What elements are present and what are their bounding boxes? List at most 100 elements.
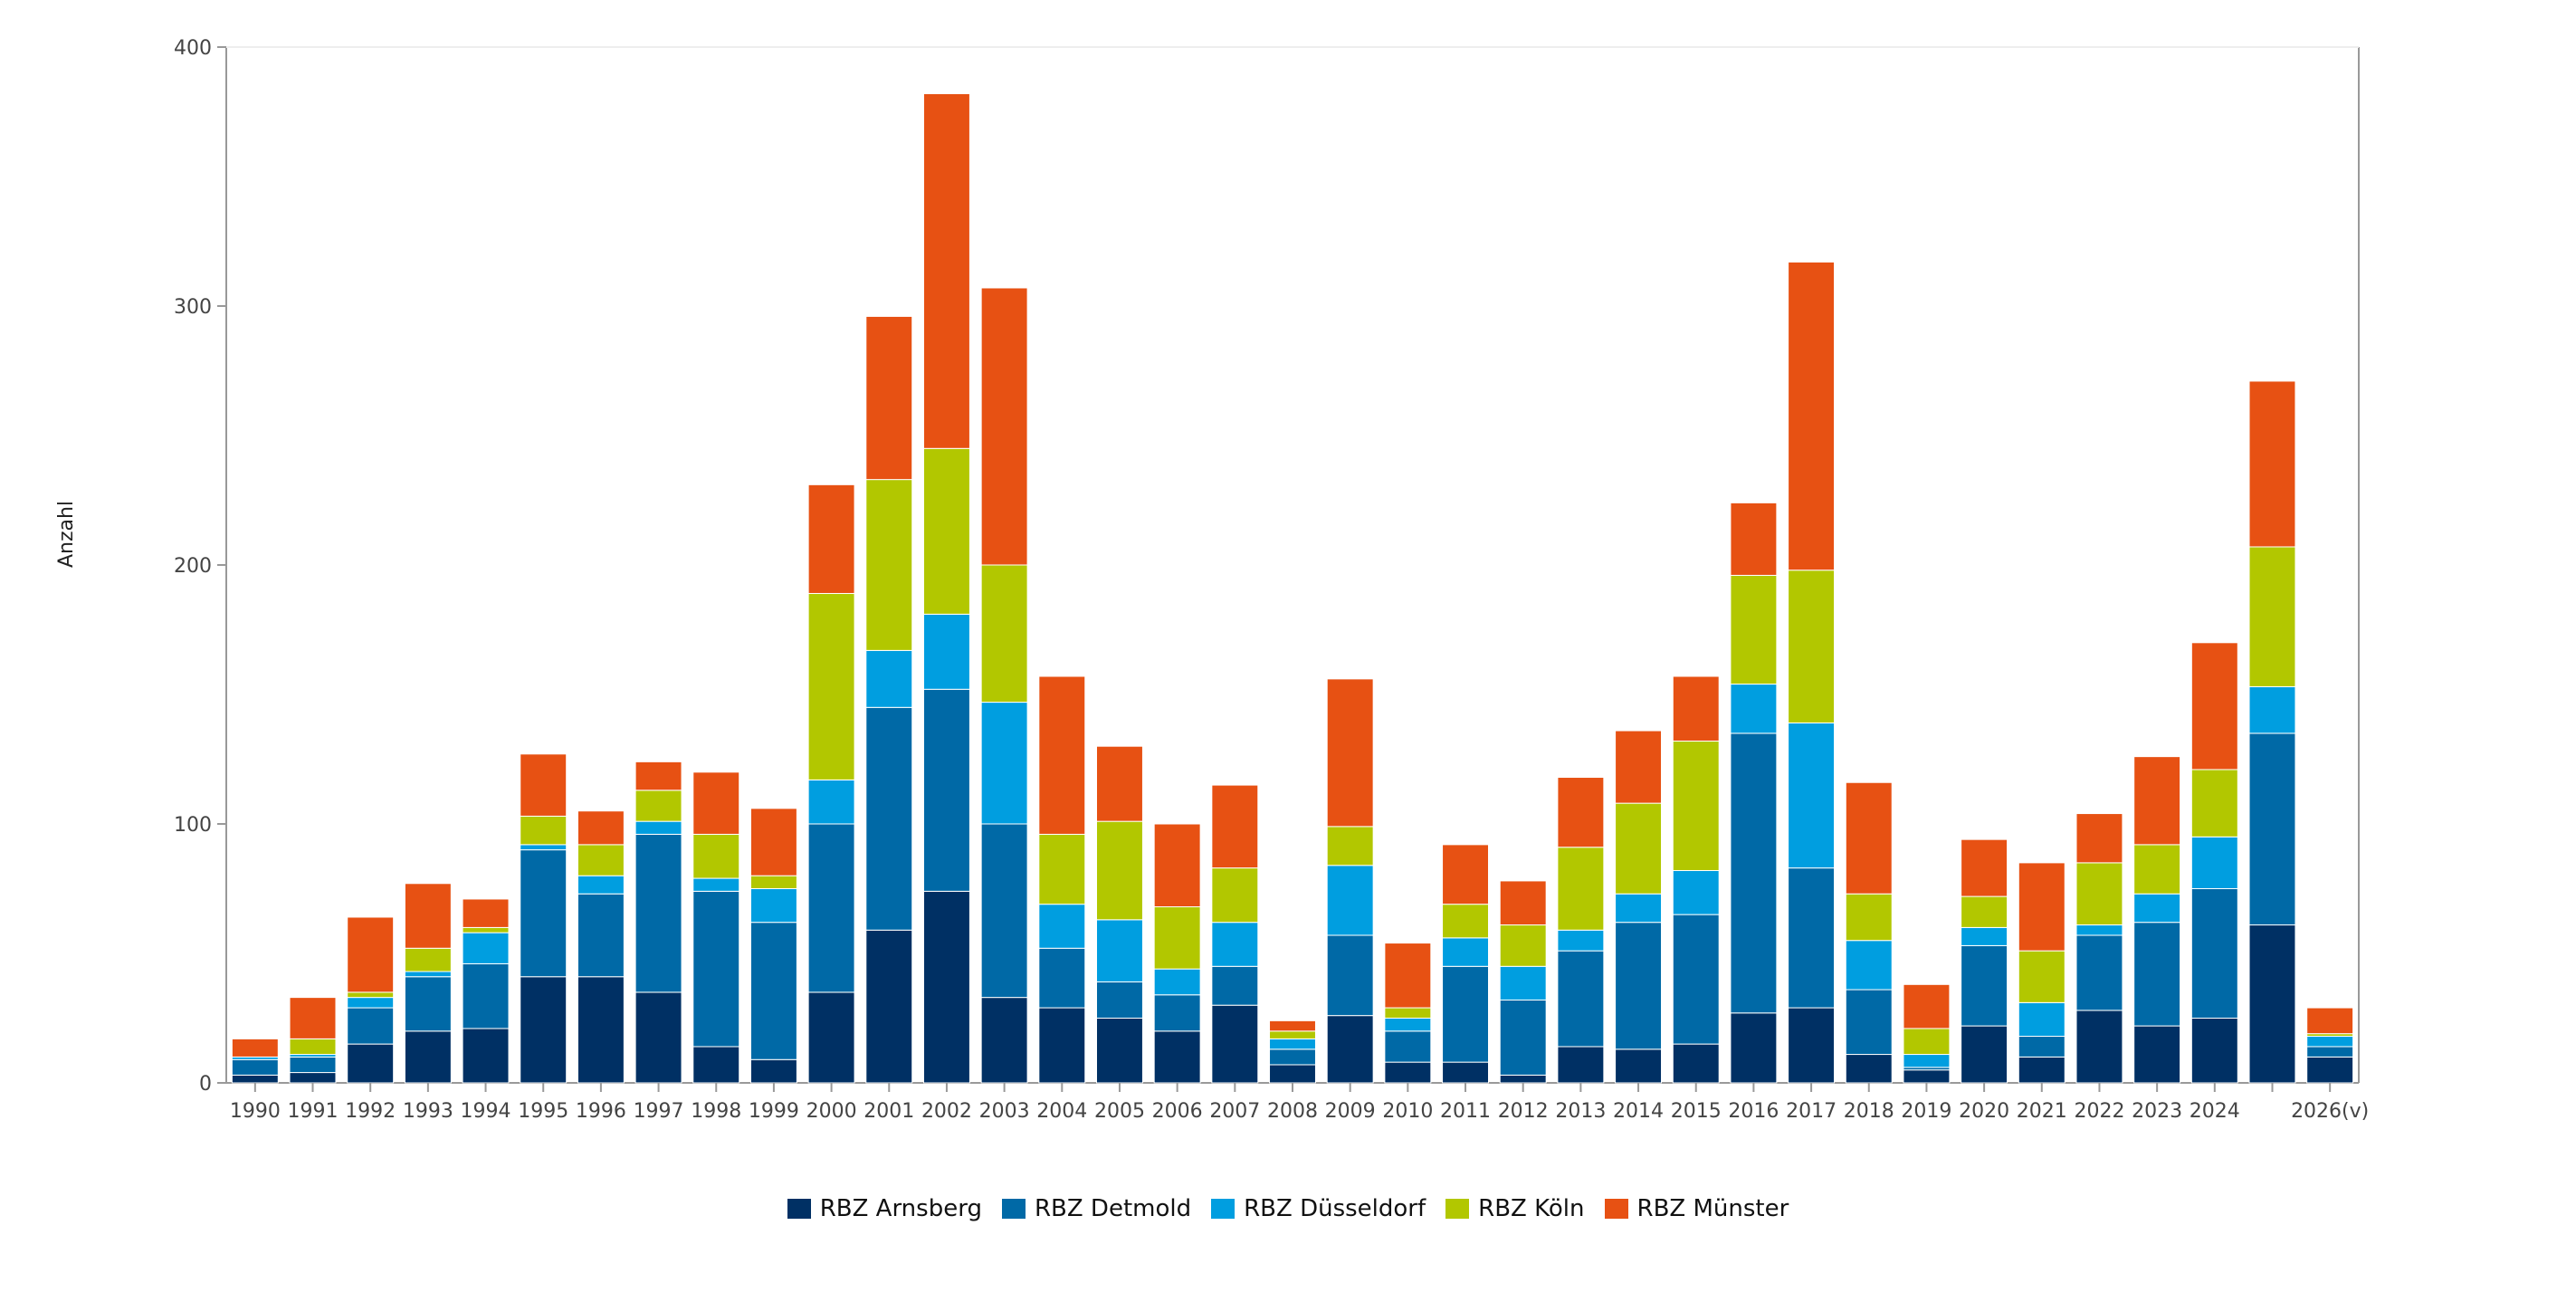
bar-segment[interactable] [1038,675,1086,835]
bar-segment[interactable] [1499,999,1547,1076]
bar-segment[interactable] [1961,926,2008,946]
bar-segment[interactable] [1557,777,1605,848]
bar-segment[interactable] [2248,924,2296,1084]
legend-item[interactable]: RBZ Münster [1604,1195,1789,1222]
bar-segment[interactable] [520,849,568,978]
bar-segment[interactable] [1096,1018,1143,1084]
bar-segment[interactable] [634,833,682,993]
bar-segment[interactable] [1615,730,1663,804]
bar-segment[interactable] [1557,929,1605,952]
bar-segment[interactable] [1788,1007,1836,1084]
bar-segment[interactable] [2133,893,2181,924]
bar-segment[interactable] [865,649,913,708]
bar-segment[interactable] [634,761,682,791]
bar-segment[interactable] [347,916,395,993]
bar-segment[interactable] [692,877,740,892]
bar-segment[interactable] [865,929,913,1084]
bar-segment[interactable] [1499,924,1547,967]
bar-segment[interactable] [1153,823,1201,908]
bar-segment[interactable] [1845,1054,1893,1084]
bar-segment[interactable] [865,479,913,651]
bar-segment[interactable] [1442,937,1489,967]
bar-segment[interactable] [692,890,740,1048]
bar-segment[interactable] [692,771,740,835]
bar-segment[interactable] [404,971,452,978]
bar-segment[interactable] [1269,1030,1316,1039]
bar-segment[interactable] [2018,1036,2066,1058]
bar-segment[interactable] [980,997,1028,1084]
bar-segment[interactable] [347,1043,395,1084]
bar-segment[interactable] [1788,867,1836,1009]
bar-segment[interactable] [922,613,970,690]
bar-segment[interactable] [1730,574,1778,685]
bar-segment[interactable] [1788,261,1836,571]
bar-segment[interactable] [1153,906,1201,970]
bar-segment[interactable] [807,779,855,825]
bar-segment[interactable] [2248,546,2296,687]
bar-segment[interactable] [1903,983,1951,1029]
bar-segment[interactable] [749,875,797,890]
bar-segment[interactable] [1672,1043,1720,1084]
bar-segment[interactable] [347,1007,395,1045]
bar-segment[interactable] [1326,678,1374,828]
bar-segment[interactable] [404,1030,452,1084]
bar-segment[interactable] [1557,847,1605,931]
bar-segment[interactable] [1672,869,1720,915]
bar-segment[interactable] [2133,1025,2181,1084]
bar-segment[interactable] [289,1038,337,1056]
bar-segment[interactable] [347,997,395,1009]
bar-segment[interactable] [1038,904,1086,949]
bar-segment[interactable] [1730,502,1778,576]
bar-segment[interactable] [2306,1046,2354,1058]
bar-segment[interactable] [1672,675,1720,742]
bar-segment[interactable] [2190,1018,2238,1084]
bar-segment[interactable] [2248,380,2296,548]
bar-segment[interactable] [1211,784,1259,869]
bar-segment[interactable] [289,1056,337,1074]
bar-segment[interactable] [2018,950,2066,1003]
bar-segment[interactable] [1615,893,1663,924]
bar-segment[interactable] [520,976,568,1084]
bar-segment[interactable] [980,702,1028,825]
bar-segment[interactable] [1269,1038,1316,1050]
bar-segment[interactable] [1557,1046,1605,1084]
bar-segment[interactable] [807,592,855,780]
bar-segment[interactable] [2190,769,2238,838]
bar-segment[interactable] [1615,802,1663,895]
bar-segment[interactable] [1499,1074,1547,1084]
bar-segment[interactable] [1845,940,1893,991]
bar-segment[interactable] [1730,1012,1778,1084]
bar-segment[interactable] [347,991,395,999]
bar-segment[interactable] [1903,1028,1951,1056]
bar-segment[interactable] [2190,642,2238,771]
bar-segment[interactable] [404,947,452,972]
bar-segment[interactable] [520,844,568,851]
legend-item[interactable]: RBZ Köln [1445,1195,1585,1222]
bar-segment[interactable] [922,688,970,892]
bar-segment[interactable] [1384,1061,1432,1084]
bar-segment[interactable] [462,898,510,928]
bar-segment[interactable] [404,976,452,1032]
bar-segment[interactable] [231,1038,279,1058]
bar-segment[interactable] [980,564,1028,704]
bar-segment[interactable] [1557,950,1605,1048]
bar-segment[interactable] [520,815,568,846]
bar-segment[interactable] [2306,1036,2354,1048]
bar-segment[interactable] [2075,924,2123,936]
bar-segment[interactable] [1384,943,1432,1009]
bar-segment[interactable] [749,1058,797,1084]
bar-segment[interactable] [807,991,855,1084]
bar-segment[interactable] [1961,944,2008,1027]
bar-segment[interactable] [1038,1007,1086,1084]
bar-segment[interactable] [2248,685,2296,734]
bar-segment[interactable] [1442,965,1489,1063]
bar-segment[interactable] [980,823,1028,999]
bar-segment[interactable] [289,1072,337,1084]
bar-segment[interactable] [520,753,568,817]
bar-segment[interactable] [462,962,510,1029]
bar-segment[interactable] [2133,756,2181,846]
bar-segment[interactable] [1788,722,1836,869]
bar-segment[interactable] [1961,838,2008,897]
bar-segment[interactable] [1096,919,1143,982]
bar-segment[interactable] [2133,844,2181,895]
